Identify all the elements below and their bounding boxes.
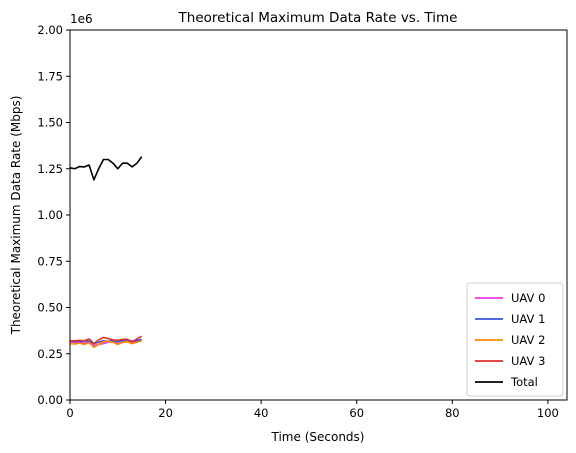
series-line-uav-3	[69, 335, 143, 345]
x-tick-label: 0	[66, 406, 73, 420]
y-offset-label: 1e6	[70, 12, 93, 26]
chart-title: Theoretical Maximum Data Rate vs. Time	[178, 10, 458, 26]
x-tick-label: 60	[349, 406, 364, 420]
y-tick-label: 0.50	[37, 301, 63, 315]
series-line-uav-2	[69, 340, 142, 349]
y-tick-label: 1.50	[37, 116, 63, 130]
x-tick-label: 20	[158, 406, 173, 420]
legend-label: UAV 2	[511, 333, 545, 347]
series-line-uav-0	[69, 339, 142, 347]
y-tick-label: 1.00	[37, 208, 63, 222]
series-line-total	[69, 156, 143, 181]
y-tick-label: 1.75	[37, 69, 63, 83]
plot-lines	[69, 156, 143, 349]
legend-label: UAV 3	[511, 354, 545, 368]
legend-label: Total	[510, 375, 538, 389]
y-tick-label: 0.00	[37, 393, 63, 407]
legend-label: UAV 0	[511, 291, 545, 305]
y-axis-label: Theoretical Maximum Data Rate (Mbps)	[9, 96, 23, 336]
y-tick-label: 1.25	[37, 162, 63, 176]
plot-area	[69, 29, 568, 401]
x-tick-label: 80	[445, 406, 460, 420]
legend-label: UAV 1	[511, 312, 545, 326]
x-axis-label: Time (Seconds)	[271, 430, 365, 444]
legend: UAV 0 UAV 1 UAV 2 UAV 3 Total	[466, 282, 564, 397]
x-tick-label: 40	[254, 406, 269, 420]
axis-ticks: 0 20 40 60 80 100 0.00 0.25 0.50 0.75 1.00 1.25 1.50…	[37, 23, 558, 420]
x-tick-label: 100	[537, 406, 559, 420]
y-tick-label: 0.25	[37, 347, 63, 361]
y-tick-label: 2.00	[37, 23, 63, 37]
legend-box	[466, 282, 564, 397]
y-tick-label: 0.75	[37, 254, 63, 268]
